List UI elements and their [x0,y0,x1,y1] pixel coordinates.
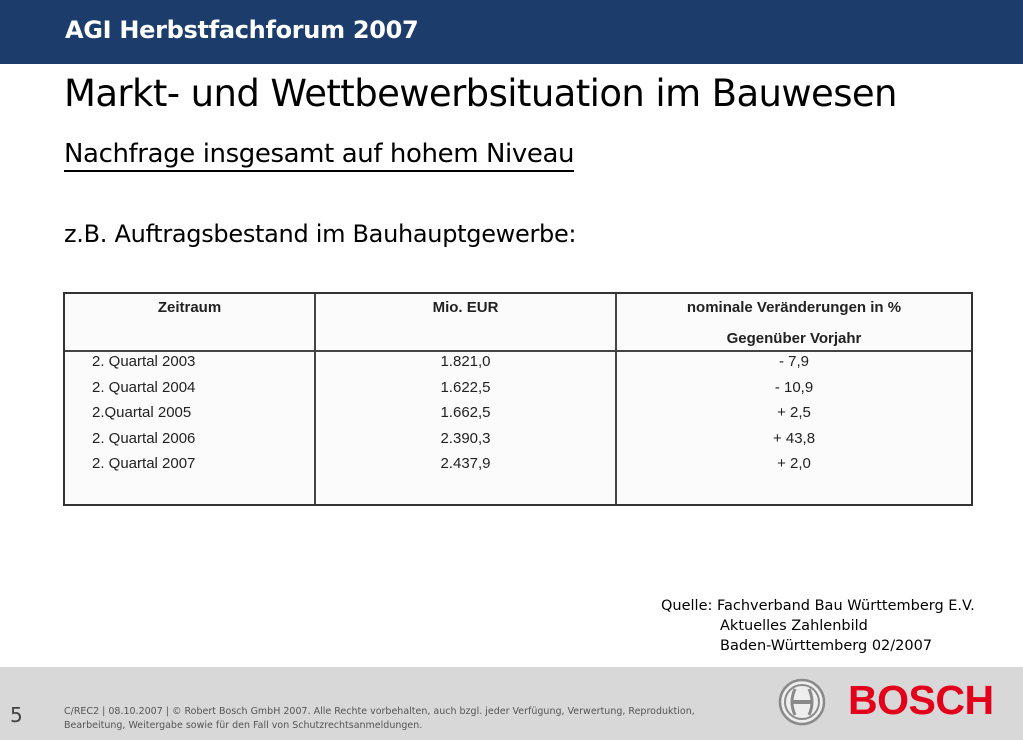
header-title: AGI Herbstfachforum 2007 [65,16,419,44]
source-citation: Quelle: Fachverband Bau Württemberg E.V.… [661,596,975,656]
cell-change: + 2,0 [777,455,811,472]
cell-period: 2. Quartal 2006 [92,429,196,447]
header-bar: AGI Herbstfachforum 2007 [0,0,1023,64]
footer-legal-text: C/REC2 | 08.10.2007 | © Robert Bosch Gmb… [64,706,695,731]
cell-period: 2.Quartal 2005 [92,404,192,421]
column-header-value: Mio. EUR [432,299,499,316]
data-table: Zeitraum Mio. EUR nominale Veränderungen… [63,292,973,506]
bosch-armature-logo [778,678,826,726]
cell-period: 2. Quartal 2003 [92,353,196,370]
footer-bar [0,667,1023,740]
cell-value: 1.821,0 [440,353,491,370]
cell-value: 1.662,5 [440,404,491,421]
source-line: Quelle: Fachverband Bau Württemberg E.V. [661,598,975,614]
cell-change: - 10,9 [774,378,814,396]
cell-change: - 7,9 [778,353,809,370]
cell-value: 1.622,5 [440,378,491,396]
cell-period: 2. Quartal 2004 [92,378,196,396]
cell-value: 2.390,3 [440,429,491,447]
column-header-period: Zeitraum [157,299,222,316]
cell-change: + 2,5 [777,404,811,421]
intro-text: z.B. Auftragsbestand im Bauhauptgewerbe: [64,220,577,248]
source-line: Baden-Württemberg 02/2007 [720,638,933,654]
column-header-change: nominale Veränderungen in % [686,299,902,316]
cell-value: 2.437,9 [440,455,491,472]
slide-subtitle: Nachfrage insgesamt auf hohem Niveau [64,139,574,172]
cell-change: + 43,8 [772,429,816,447]
slide-title: Markt- und Wettbewerbsituation im Bauwes… [64,72,898,115]
source-line: Aktuelles Zahlenbild [720,618,868,634]
header-divider [65,350,971,352]
cell-period: 2. Quartal 2007 [92,455,196,472]
page-number: 5 [10,703,23,727]
column-header-change-sub: Gegenüber Vorjahr [726,330,862,347]
column-divider [615,294,617,504]
bosch-wordmark: BOSCH [848,677,994,723]
column-divider [314,294,316,504]
